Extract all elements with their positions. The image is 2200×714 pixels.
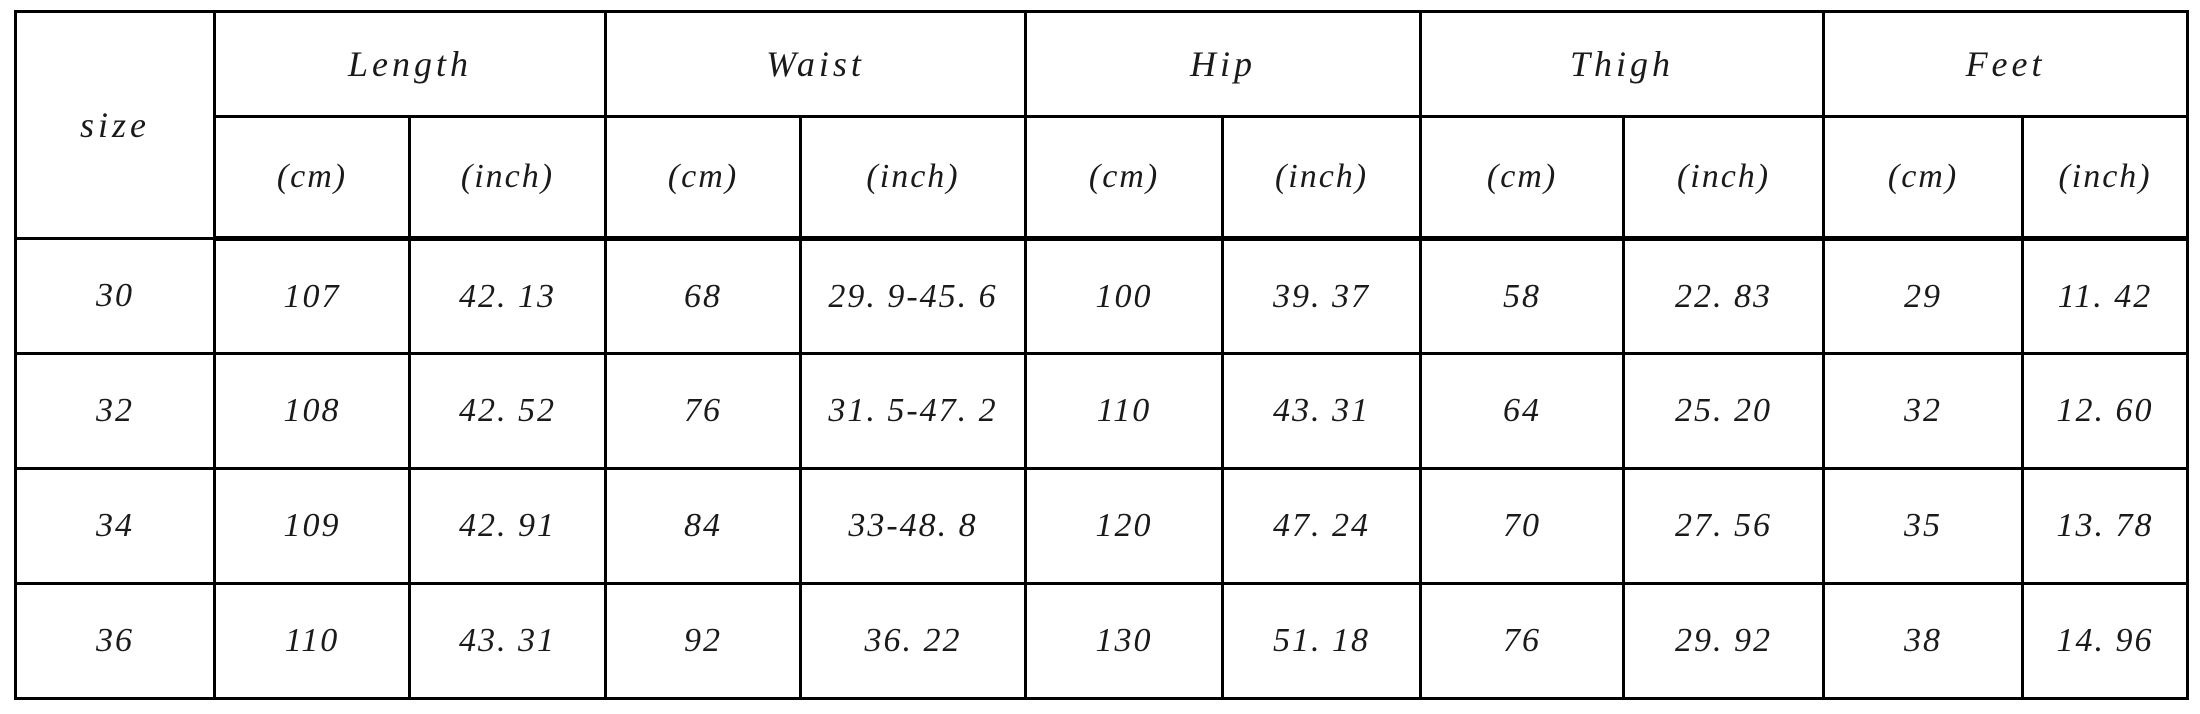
cell-hip-cm: 110 bbox=[1024, 352, 1225, 470]
cell-feet-inch: 13. 78 bbox=[2021, 467, 2190, 585]
header-hip-inch: (inch) bbox=[1221, 115, 1423, 241]
header-group-thigh: Thigh bbox=[1419, 10, 1826, 118]
cell-size: 30 bbox=[14, 237, 216, 355]
cell-length-cm: 108 bbox=[213, 352, 411, 470]
cell-thigh-cm: 58 bbox=[1419, 237, 1626, 355]
header-size: size bbox=[14, 10, 216, 240]
cell-feet-inch: 14. 96 bbox=[2021, 582, 2190, 700]
cell-hip-cm: 100 bbox=[1024, 237, 1225, 355]
header-group-feet: Feet bbox=[1822, 10, 2190, 118]
header-group-hip: Hip bbox=[1024, 10, 1423, 118]
cell-hip-inch: 43. 31 bbox=[1221, 352, 1423, 470]
cell-waist-inch: 36. 22 bbox=[799, 582, 1028, 700]
header-group-waist: Waist bbox=[604, 10, 1028, 118]
cell-size: 32 bbox=[14, 352, 216, 470]
size-chart-table: size Length Waist Hip Thigh Feet (cm) (i… bbox=[14, 10, 2190, 700]
cell-hip-inch: 51. 18 bbox=[1221, 582, 1423, 700]
cell-thigh-inch: 29. 92 bbox=[1622, 582, 1826, 700]
table-row-size-30: 30 107 42. 13 68 29. 9-45. 6 100 39. 37 … bbox=[14, 237, 2190, 355]
header-group-row: size Length Waist Hip Thigh Feet bbox=[14, 10, 2190, 240]
cell-length-cm: 109 bbox=[213, 467, 411, 585]
cell-size: 36 bbox=[14, 582, 216, 700]
cell-feet-inch: 12. 60 bbox=[2021, 352, 2190, 470]
cell-hip-inch: 47. 24 bbox=[1221, 467, 1423, 585]
cell-length-inch: 42. 13 bbox=[407, 237, 608, 355]
cell-hip-cm: 120 bbox=[1024, 467, 1225, 585]
cell-waist-cm: 84 bbox=[604, 467, 803, 585]
table-row-size-32: 32 108 42. 52 76 31. 5-47. 2 110 43. 31 … bbox=[14, 352, 2190, 470]
table-row-size-36: 36 110 43. 31 92 36. 22 130 51. 18 76 29… bbox=[14, 582, 2190, 700]
cell-waist-cm: 92 bbox=[604, 582, 803, 700]
cell-length-inch: 43. 31 bbox=[407, 582, 608, 700]
cell-thigh-inch: 25. 20 bbox=[1622, 352, 1826, 470]
header-waist-inch: (inch) bbox=[799, 115, 1028, 241]
header-length-cm: (cm) bbox=[213, 115, 411, 241]
cell-waist-cm: 68 bbox=[604, 237, 803, 355]
cell-hip-cm: 130 bbox=[1024, 582, 1225, 700]
cell-thigh-inch: 22. 83 bbox=[1622, 237, 1826, 355]
table-row-size-34: 34 109 42. 91 84 33-48. 8 120 47. 24 70 … bbox=[14, 467, 2190, 585]
header-thigh-cm: (cm) bbox=[1419, 115, 1626, 241]
cell-feet-cm: 35 bbox=[1822, 467, 2025, 585]
cell-waist-inch: 31. 5-47. 2 bbox=[799, 352, 1028, 470]
cell-feet-inch: 11. 42 bbox=[2021, 237, 2190, 355]
header-group-length: Length bbox=[212, 10, 608, 118]
cell-length-cm: 107 bbox=[213, 237, 411, 355]
cell-thigh-cm: 76 bbox=[1419, 582, 1626, 700]
cell-feet-cm: 29 bbox=[1822, 237, 2025, 355]
cell-thigh-cm: 64 bbox=[1419, 352, 1626, 470]
header-hip-cm: (cm) bbox=[1024, 115, 1225, 241]
header-unit-row: (cm) (inch) (cm) (inch) (cm) (inch) (cm)… bbox=[16, 115, 2190, 241]
cell-thigh-inch: 27. 56 bbox=[1622, 467, 1826, 585]
cell-length-inch: 42. 52 bbox=[407, 352, 608, 470]
cell-length-inch: 42. 91 bbox=[407, 467, 608, 585]
header-thigh-inch: (inch) bbox=[1622, 115, 1826, 241]
cell-waist-inch: 33-48. 8 bbox=[799, 467, 1028, 585]
cell-waist-inch: 29. 9-45. 6 bbox=[799, 237, 1028, 355]
cell-length-cm: 110 bbox=[213, 582, 411, 700]
cell-feet-cm: 38 bbox=[1822, 582, 2025, 700]
cell-thigh-cm: 70 bbox=[1419, 467, 1626, 585]
header-feet-inch: (inch) bbox=[2021, 115, 2190, 241]
cell-hip-inch: 39. 37 bbox=[1221, 237, 1423, 355]
cell-size: 34 bbox=[14, 467, 216, 585]
header-feet-cm: (cm) bbox=[1822, 115, 2025, 241]
header-length-inch: (inch) bbox=[407, 115, 608, 241]
cell-feet-cm: 32 bbox=[1822, 352, 2025, 470]
cell-waist-cm: 76 bbox=[604, 352, 803, 470]
header-waist-cm: (cm) bbox=[604, 115, 803, 241]
